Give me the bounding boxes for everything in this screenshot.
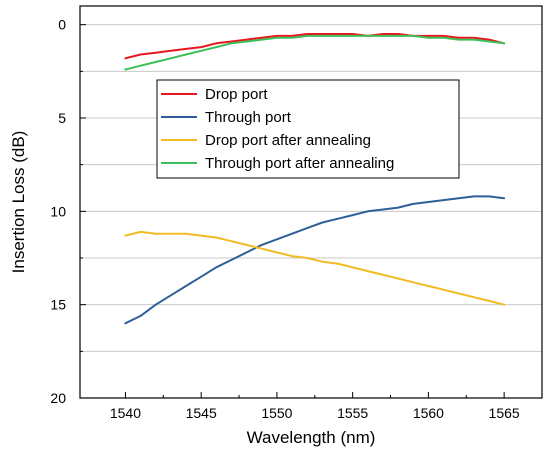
- y-axis-title: Insertion Loss (dB): [9, 131, 28, 274]
- y-tick-label: 5: [58, 110, 66, 126]
- x-tick-label: 1555: [337, 405, 368, 421]
- series-line-3: [124, 230, 506, 306]
- y-tick-label: 0: [58, 17, 66, 33]
- x-tick-label: 1565: [489, 405, 520, 421]
- y-tick-label: 10: [50, 203, 66, 219]
- series-line-4: [124, 34, 506, 71]
- legend-label: Drop port after annealing: [205, 132, 371, 149]
- x-tick-label: 1540: [110, 405, 141, 421]
- x-tick-label: 1560: [413, 405, 444, 421]
- legend-label: Drop port: [205, 86, 268, 103]
- series-line-2: [124, 195, 506, 325]
- y-tick-label: 20: [50, 390, 66, 406]
- axis-ticks: 0 5 10 15 20 1540 1545 1550 1555 1560 1565: [50, 17, 519, 421]
- x-tick-label: 1550: [261, 405, 292, 421]
- y-tick-label: 15: [50, 297, 66, 313]
- x-tick-label: 1545: [186, 405, 217, 421]
- x-axis-title: Wavelength (nm): [247, 428, 376, 447]
- legend-label: Through port after annealing: [205, 155, 394, 172]
- legend-label: Through port: [205, 109, 292, 126]
- legend: Drop port Through port Drop port after ann…: [156, 79, 460, 179]
- plot-frame: [79, 5, 543, 399]
- series-lines: [124, 33, 506, 325]
- legend-box: [156, 79, 460, 179]
- series-line-1: [124, 33, 506, 60]
